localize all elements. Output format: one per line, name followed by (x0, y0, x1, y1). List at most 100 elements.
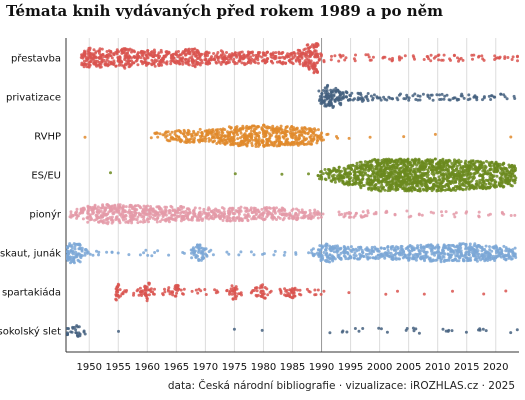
data-point (86, 57, 90, 61)
data-point (253, 61, 257, 65)
data-point (261, 213, 265, 217)
data-point (146, 61, 150, 65)
data-point (265, 130, 269, 134)
data-point (211, 253, 215, 257)
data-point (384, 176, 388, 180)
data-point (85, 251, 89, 255)
data-point (290, 141, 294, 145)
data-point (399, 247, 403, 251)
data-point (190, 137, 193, 141)
data-point (487, 253, 491, 257)
data-point (359, 166, 362, 170)
data-point (290, 216, 294, 220)
data-point (98, 62, 102, 66)
data-point (212, 52, 216, 55)
data-point (284, 61, 288, 65)
data-point (121, 212, 125, 216)
data-point (254, 217, 258, 221)
series-5 (66, 242, 518, 265)
data-point (245, 207, 249, 211)
data-point (439, 181, 443, 185)
data-point (120, 60, 124, 64)
data-point (427, 57, 431, 61)
data-point (425, 250, 429, 254)
data-point (114, 287, 118, 291)
data-point (265, 137, 269, 141)
data-point (249, 61, 253, 65)
data-point (257, 210, 261, 214)
data-point (222, 207, 226, 211)
data-point (347, 211, 351, 214)
data-point (254, 55, 258, 59)
data-point (301, 51, 305, 55)
data-point (443, 185, 447, 188)
data-point (112, 212, 116, 216)
data-point (206, 54, 209, 58)
data-point (430, 189, 434, 193)
data-point (484, 182, 488, 186)
data-point (127, 62, 131, 66)
data-point (318, 249, 322, 253)
data-point (476, 249, 480, 253)
data-point (447, 255, 451, 259)
data-point (266, 142, 270, 146)
data-point (388, 170, 392, 174)
data-point (382, 168, 386, 172)
data-point (250, 129, 253, 133)
data-point (493, 162, 497, 166)
data-point (242, 133, 246, 137)
data-point (323, 99, 327, 102)
data-point (321, 89, 325, 92)
data-point (458, 256, 462, 260)
data-point (290, 132, 294, 136)
data-point (250, 144, 254, 148)
data-point (169, 62, 173, 66)
data-point (313, 54, 317, 58)
data-point (439, 160, 443, 164)
data-point (499, 92, 503, 96)
data-point (484, 165, 488, 169)
data-point (241, 126, 245, 130)
data-point (115, 209, 119, 213)
data-point (471, 159, 475, 163)
data-point (359, 186, 363, 190)
data-point (140, 60, 144, 64)
data-point (182, 205, 186, 209)
data-point (321, 212, 325, 216)
data-point (474, 249, 478, 253)
data-point (482, 179, 486, 183)
data-point (88, 46, 92, 50)
data-point (93, 203, 97, 207)
data-point (304, 61, 308, 65)
data-point (247, 57, 251, 61)
data-point (336, 136, 340, 140)
data-point (94, 218, 98, 221)
data-point (474, 182, 478, 186)
data-point (226, 58, 230, 62)
data-point (339, 256, 343, 260)
data-point (439, 258, 443, 262)
data-point (408, 175, 412, 179)
data-point (474, 244, 478, 248)
data-point (135, 58, 139, 62)
data-point (149, 215, 153, 219)
data-point (365, 178, 369, 182)
data-point (150, 254, 154, 258)
data-point (417, 157, 421, 161)
data-point (353, 256, 356, 260)
data-point (187, 47, 191, 51)
data-point (396, 159, 400, 163)
data-point (189, 248, 193, 252)
data-point (420, 178, 424, 182)
data-point (493, 95, 497, 99)
data-point (354, 174, 358, 178)
data-point (419, 243, 423, 247)
data-point (92, 59, 96, 63)
data-point (251, 53, 255, 57)
data-point (387, 254, 391, 258)
data-point (77, 247, 81, 251)
data-point (452, 54, 456, 58)
data-point (184, 53, 188, 56)
data-point (294, 59, 298, 63)
data-point (388, 174, 392, 178)
